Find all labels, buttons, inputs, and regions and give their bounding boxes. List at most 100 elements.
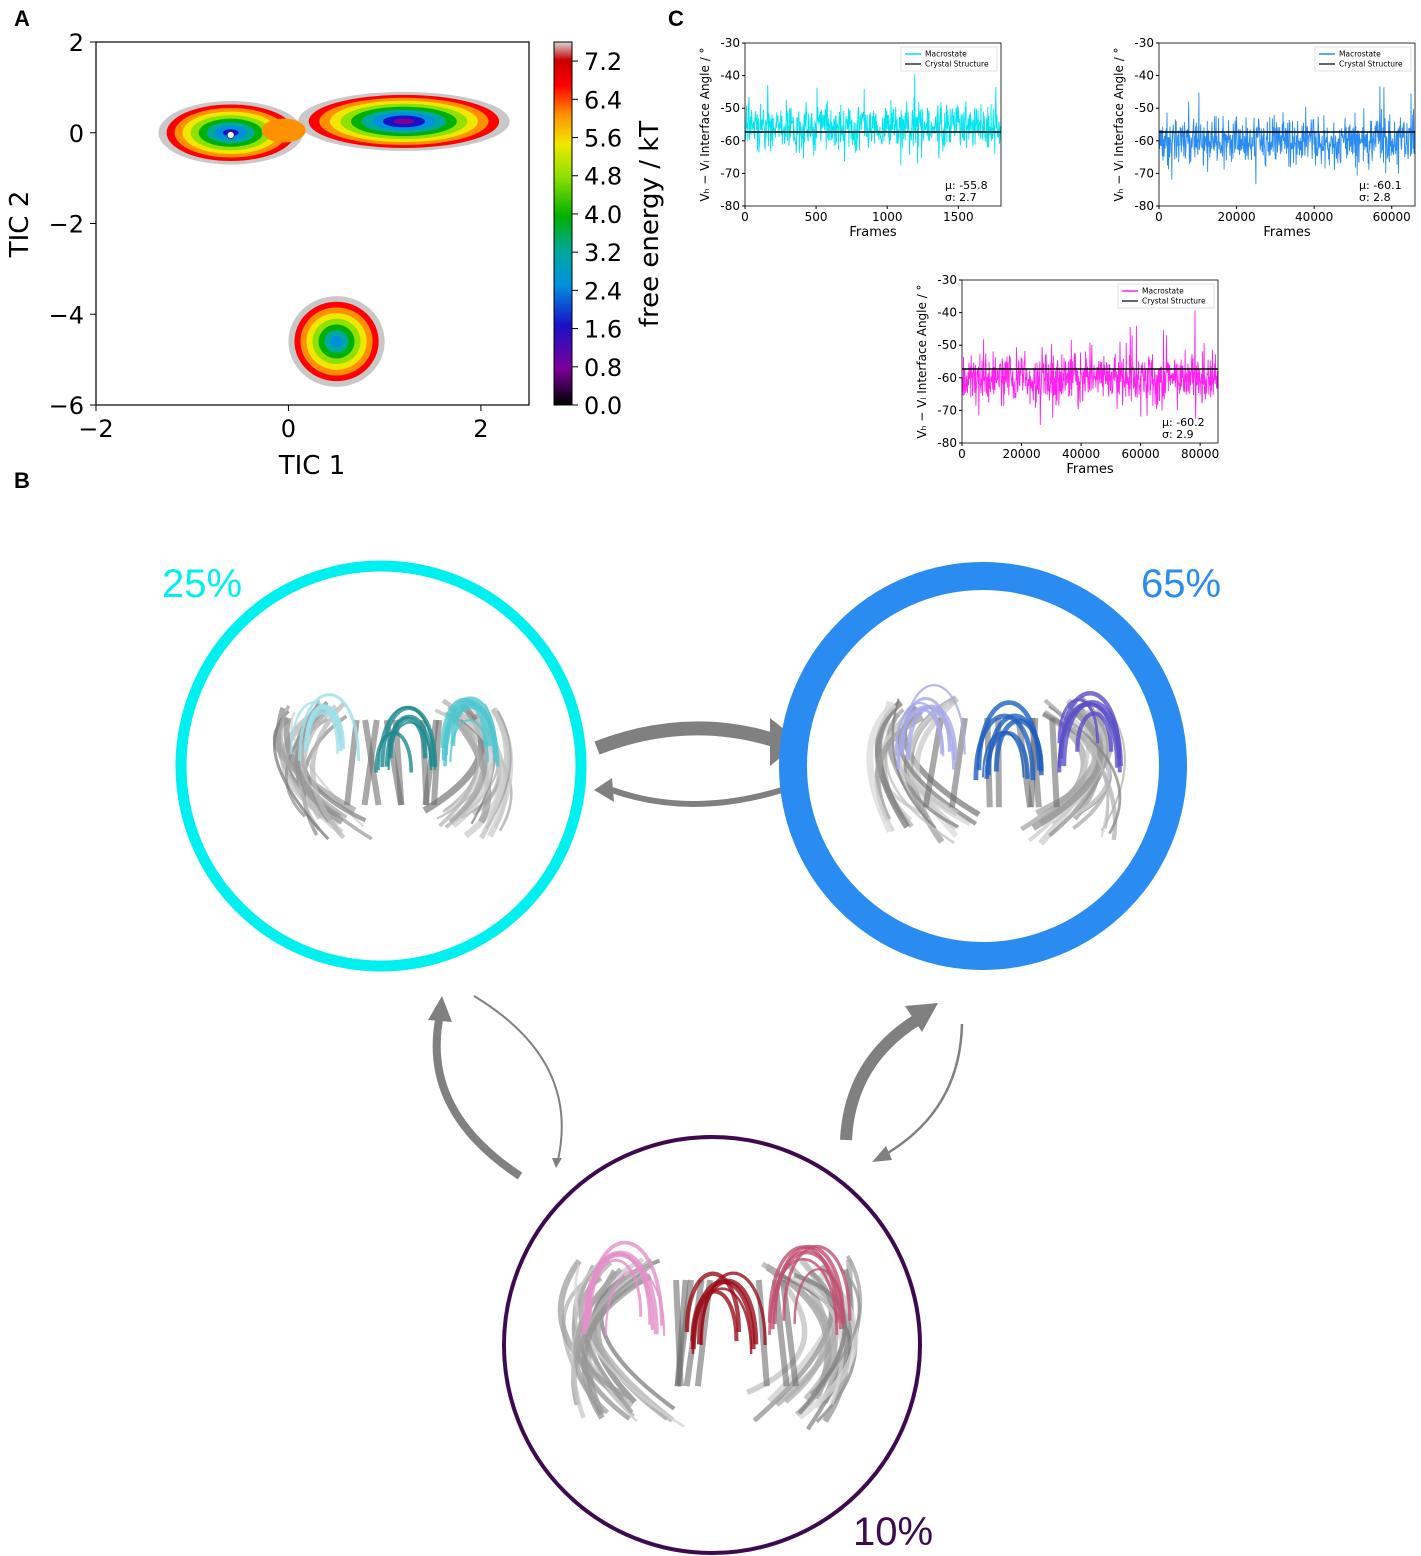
energy-contour	[393, 118, 415, 125]
y-tick-label: -30	[1134, 36, 1154, 50]
y-axis-label: Vₕ − Vₗ Interface Angle / °	[915, 284, 929, 438]
protein-strand	[574, 1264, 685, 1428]
x-tick-label: 40000	[1295, 210, 1333, 224]
arrow-head-cyan-to-purple	[552, 1158, 562, 1168]
cdr-loop	[1057, 698, 1100, 744]
y-tick-label: -80	[1134, 199, 1154, 213]
state-circle-cyan	[175, 560, 587, 972]
y-tick-label: -50	[720, 101, 740, 115]
beta-sheet	[755, 1279, 770, 1387]
colorbar-tick-label: 7.2	[584, 48, 622, 76]
beta-sheet	[674, 1279, 694, 1387]
x-tick-label: 500	[805, 210, 828, 224]
x-tick-label: 20000	[1002, 447, 1040, 461]
x-tick-label: 80000	[1181, 447, 1219, 461]
colorbar-label: free energy / kT	[635, 121, 665, 327]
arrow-cyan-to-purple	[473, 995, 563, 1161]
arrow-head-blue-to-cyan	[594, 778, 614, 802]
state-circle-blue	[779, 562, 1187, 970]
y-tick-label: -70	[1134, 166, 1154, 180]
cdr-loop	[298, 693, 361, 761]
y-axis-label: Vₕ − Vₗ Interface Angle / °	[1112, 47, 1126, 201]
y-tick-label: -70	[937, 403, 957, 417]
y-tick-label: −2	[49, 211, 84, 239]
protein-strand	[887, 708, 930, 819]
y-tick-label: -50	[937, 338, 957, 352]
x-axis-label: TIC 1	[278, 451, 346, 481]
cdr-loop	[699, 1271, 767, 1346]
protein-strand	[573, 1267, 623, 1415]
mean-annotation: μ: -55.8	[945, 179, 988, 192]
y-tick-label: -50	[1134, 101, 1154, 115]
y-axis-label: Vₕ − Vₗ Interface Angle / °	[698, 47, 712, 201]
y-tick-label: -30	[937, 273, 957, 287]
arrow-head-purple-to-blue	[905, 1003, 938, 1032]
protein-strand	[300, 704, 338, 820]
reference-marker	[226, 131, 235, 139]
y-tick-label: -60	[937, 371, 957, 385]
colorbar-tick-label: 0.8	[584, 354, 622, 382]
cdr-loop	[690, 1289, 739, 1342]
structure-cyan-state	[272, 693, 514, 841]
legend-label: Macrostate	[1142, 287, 1184, 296]
x-tick-label: 60000	[1373, 210, 1411, 224]
state-circle-purple	[502, 1135, 922, 1555]
macrostate-trace	[1158, 86, 1416, 185]
protein-strand	[874, 699, 910, 829]
y-tick-label: -70	[720, 166, 740, 180]
protein-strand	[783, 1263, 829, 1404]
cdr-loop	[584, 1251, 652, 1325]
arrow-blue-to-cyan	[610, 787, 783, 807]
plot-frame	[744, 42, 1002, 207]
cdr-loop	[782, 1245, 852, 1321]
cdr-loop	[767, 1245, 839, 1323]
y-tick-label: −4	[49, 301, 84, 329]
x-tick-label: 0	[1155, 210, 1163, 224]
arrow-head-blue-to-purple	[872, 1146, 892, 1162]
y-tick-label: -40	[1134, 69, 1154, 83]
legend-box	[1314, 46, 1412, 72]
free-energy-landscape-plot: −2 0 2 2 0 −2 −4 −6 TIC 1 TIC 2 7.2 6.4 5.6 4.8 4.0…	[5, 29, 665, 481]
protein-strand	[463, 717, 505, 839]
angle-timeseries-plot: -30 -40 -50 -60 -70 -800 500 1000 1500 Frames Vₕ −…	[698, 36, 1002, 240]
x-axis-label: Frames	[1263, 225, 1311, 240]
colorbar-tick-label: 4.8	[584, 163, 622, 191]
population-label-cyan: 25%	[162, 562, 242, 606]
y-tick-label: −6	[49, 392, 84, 420]
panel-label-b: B	[14, 468, 30, 493]
legend-box	[1117, 283, 1215, 309]
arrow-purple-to-cyan	[432, 1014, 523, 1180]
y-tick-label: -60	[1134, 134, 1154, 148]
plot-frame	[1158, 42, 1416, 207]
cdr-loop	[304, 710, 343, 752]
beta-sheet	[362, 719, 382, 806]
x-tick-label: 0	[741, 210, 749, 224]
y-tick-label: -80	[937, 436, 957, 450]
cdr-loop	[443, 705, 500, 767]
y-tick-label: -60	[720, 134, 740, 148]
y-axis-label: TIC 2	[5, 191, 35, 259]
x-tick-label: −2	[78, 415, 113, 443]
cdr-loop	[387, 721, 433, 771]
energy-basins	[158, 91, 510, 387]
protein-strand	[479, 707, 510, 840]
panel-label-c: C	[668, 6, 684, 31]
colorbar-tick-label: 5.6	[584, 125, 622, 153]
x-tick-label: 2	[473, 415, 488, 443]
protein-strand	[279, 704, 348, 819]
legend-label: Crystal Structure	[1339, 60, 1403, 69]
protein-strand	[448, 711, 492, 824]
y-tick-label: -40	[937, 306, 957, 320]
x-tick-label: 1000	[872, 210, 903, 224]
protein-strand	[866, 701, 897, 833]
angle-timeseries-plot: -30 -40 -50 -60 -70 -800 20000 40000 60000 80000 F…	[915, 273, 1219, 477]
y-tick-label: -40	[720, 69, 740, 83]
colorbar-tick-label: 0.0	[584, 392, 622, 420]
x-tick-label: 0	[958, 447, 966, 461]
beta-sheet	[1015, 717, 1033, 808]
macrostate-trace	[744, 74, 1002, 166]
protein-strand	[1031, 707, 1104, 831]
macrostate-network: 25% 65% 10%	[162, 560, 1221, 1555]
